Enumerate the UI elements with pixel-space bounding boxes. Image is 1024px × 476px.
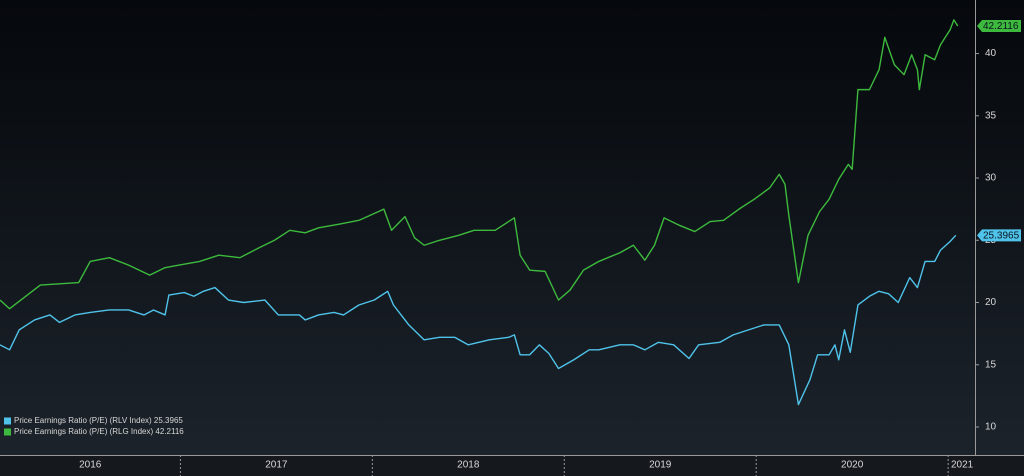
line xyxy=(0,234,957,406)
y-tick-label: 15 xyxy=(985,359,997,370)
x-tick-label: 2017 xyxy=(265,460,288,471)
value-tag-bg xyxy=(977,19,1021,32)
x-tick-label: 2016 xyxy=(79,460,102,471)
y-tick-label: 40 xyxy=(985,48,997,59)
y-tick-label: 20 xyxy=(985,297,997,308)
value-tag-bg xyxy=(977,229,1021,242)
legend-label: Price Earnings Ratio (P/E) (RLG Index) 4… xyxy=(14,427,184,436)
legend: Price Earnings Ratio (P/E) (RLV Index) 2… xyxy=(4,416,184,436)
x-tick-label: 2018 xyxy=(457,460,480,471)
value-tag: 25.3965 xyxy=(983,230,1020,241)
legend-value: 25.3965 xyxy=(154,416,183,425)
legend-value: 42.2116 xyxy=(155,427,184,436)
legend-name: Price Earnings Ratio (P/E) (RLV Index) xyxy=(14,416,152,425)
y-tick-label: 10 xyxy=(985,422,997,433)
x-tick-label: 2020 xyxy=(841,460,864,471)
x-axis-band xyxy=(0,455,1024,476)
x-tick-label: 2021 xyxy=(951,460,974,471)
value-tag: 42.2116 xyxy=(983,21,1019,32)
y-tick-label: 30 xyxy=(985,173,997,184)
legend-label: Price Earnings Ratio (P/E) (RLV Index) 2… xyxy=(14,416,183,425)
legend-swatch xyxy=(4,417,11,425)
legend-name: Price Earnings Ratio (P/E) (RLG Index) xyxy=(14,427,153,436)
x-tick-label: 2019 xyxy=(649,460,672,471)
y-tick-label: 35 xyxy=(985,110,997,121)
legend-swatch xyxy=(4,428,11,436)
line xyxy=(0,19,959,310)
